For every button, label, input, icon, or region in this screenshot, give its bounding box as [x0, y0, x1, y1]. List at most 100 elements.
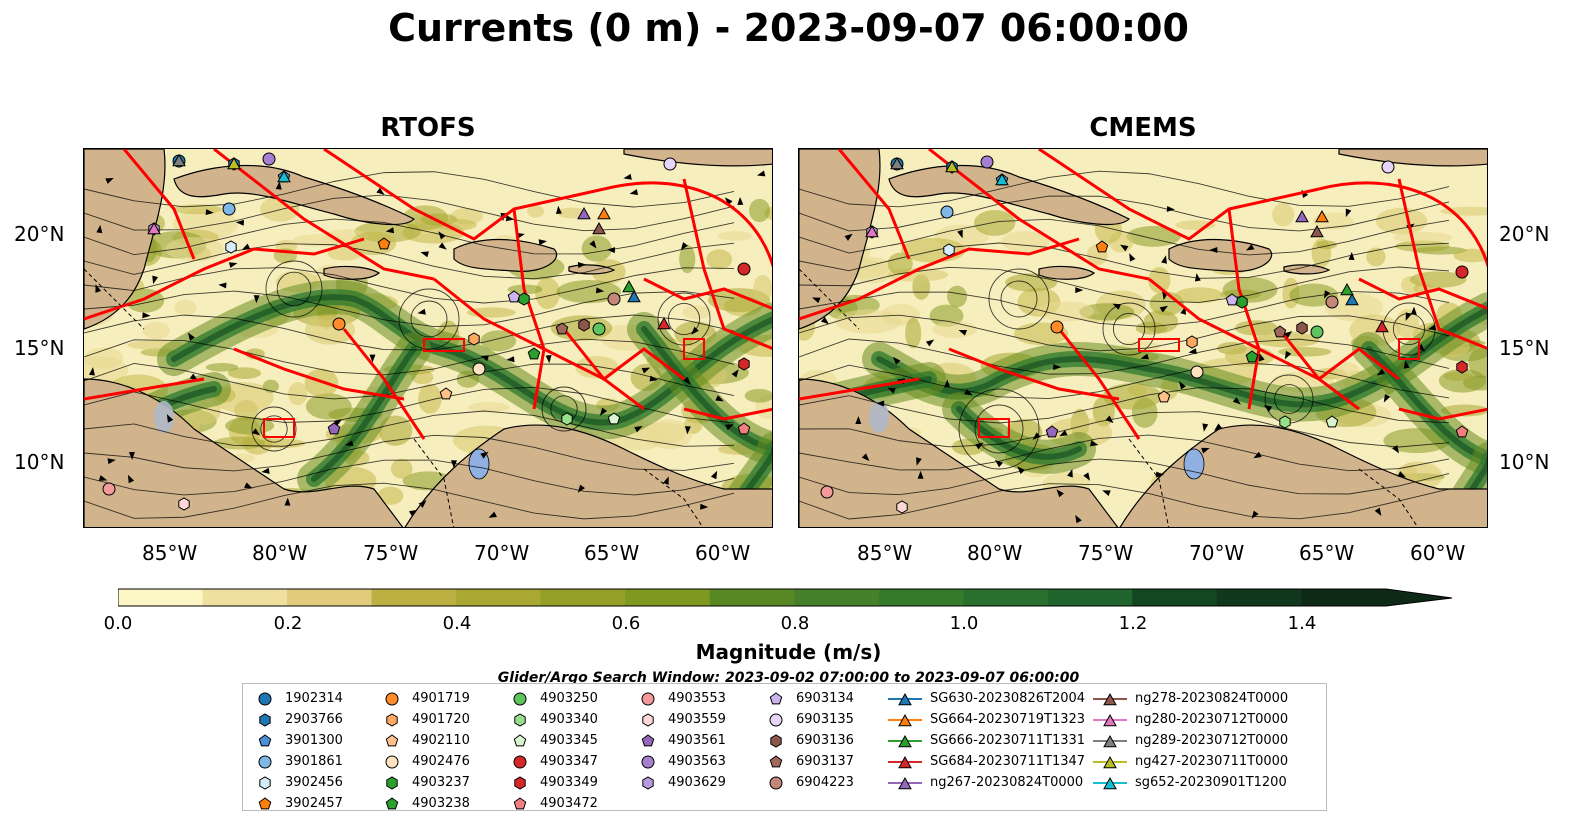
legend-item-label: SG666-20230711T1331 [930, 733, 1086, 748]
legend-item-label: 3901861 [285, 754, 343, 769]
legend-item: 4903237 [380, 772, 470, 793]
colorbar-tick-7: 1.4 [1287, 613, 1317, 634]
map-rtofs [83, 148, 773, 528]
colorbar-label: Magnitude (m/s) [695, 640, 882, 664]
lon-label-70w-cmems: 70°W [1189, 541, 1245, 565]
map-marker-SG664-20230719T1323 [597, 206, 611, 220]
lon-label-60w-rtofs: 60°W [695, 541, 751, 565]
lon-label-65w-cmems: 65°W [1299, 541, 1355, 565]
map-marker-4903340 [561, 412, 573, 426]
legend-item-label: 4903472 [540, 796, 598, 811]
legend-item: 4903563 [636, 751, 726, 772]
legend-marker-icon [258, 733, 272, 746]
legend-item: 4901720 [380, 709, 470, 730]
legend-item: 4903345 [508, 730, 598, 751]
colorbar-gradient [117, 588, 1453, 607]
lon-label-80w-rtofs: 80°W [252, 541, 308, 565]
legend-column: ng278-20230824T0000 ng280-20230712T0000 ng… [1093, 688, 1288, 793]
legend-item-label: 4903629 [668, 775, 726, 790]
legend-marker-icon [1093, 776, 1127, 789]
map-marker-3902457 [1095, 240, 1109, 253]
map-rtofs-canvas [84, 149, 772, 527]
colorbar [117, 588, 1453, 612]
map-marker-4903349 [1456, 360, 1468, 374]
legend-item-label: ng427-20230711T0000 [1135, 754, 1289, 769]
colorbar-tick-0: 0.0 [103, 613, 133, 634]
legend-item: 4903553 [636, 688, 726, 709]
figure-title: Currents (0 m) - 2023-09-07 06:00:00 [388, 6, 1189, 50]
map-marker-4903347 [1455, 265, 1469, 279]
legend-item-label: 4903349 [540, 775, 598, 790]
legend-item: 6904223 [764, 772, 854, 793]
map-marker-SG630-20230826T2004 [627, 289, 641, 303]
map-marker-ng280-20230712T0000 [865, 224, 879, 238]
map-marker-4903345 [1325, 415, 1339, 428]
legend-marker-icon [769, 776, 783, 789]
legend-marker-icon [258, 692, 272, 705]
legend-item: 4903250 [508, 688, 598, 709]
legend-item: 4903559 [636, 709, 726, 730]
legend-item-label: 4903561 [668, 733, 726, 748]
legend-marker-icon [769, 754, 783, 767]
map-marker-SG684-20230711T1347 [1375, 319, 1389, 333]
map-marker-4902110 [1157, 390, 1171, 403]
legend-marker-icon [1093, 734, 1127, 747]
map-marker-4903472 [1455, 425, 1469, 438]
map-marker-ng280-20230712T0000 [147, 221, 161, 235]
lat-label-20n-right: 20°N [1499, 222, 1550, 246]
legend-item-label: 4903559 [668, 712, 726, 727]
legend-item-label: sg652-20230901T1200 [1135, 775, 1287, 790]
map-cmems [798, 148, 1488, 528]
map-marker-3901861 [940, 205, 954, 219]
map-marker-ng278-20230824T0000 [592, 221, 606, 235]
map-marker-6903136 [1296, 321, 1308, 335]
map-marker-4902476 [1190, 365, 1204, 379]
legend-item-label: 3901300 [285, 733, 343, 748]
legend-marker-icon [888, 692, 922, 705]
legend-item-label: 4903250 [540, 691, 598, 706]
legend-marker-icon [259, 712, 271, 727]
legend-item: 3902456 [253, 772, 343, 793]
legend-item: ng278-20230824T0000 [1093, 688, 1288, 709]
map-marker-4903561 [327, 422, 341, 435]
legend-item-label: 6903134 [796, 691, 854, 706]
map-marker-4903238 [1245, 350, 1259, 363]
map-marker-4903238 [527, 347, 541, 360]
legend-marker-icon [888, 776, 922, 789]
legend-item: 3901300 [253, 730, 343, 751]
map-marker-4901719 [332, 317, 346, 331]
legend-item: ng427-20230711T0000 [1093, 751, 1288, 772]
legend-marker-icon [513, 692, 527, 705]
legend-item: 3902457 [253, 793, 343, 814]
map-marker-sg652-20230901T1200 [277, 169, 291, 183]
legend-item-label: SG684-20230711T1347 [930, 754, 1086, 769]
legend-item-label: 1902314 [285, 691, 343, 706]
legend-marker-icon [513, 755, 527, 768]
legend-item: ng267-20230824T0000 [888, 772, 1085, 793]
legend-item-label: SG630-20230826T2004 [930, 691, 1086, 706]
legend-marker-icon [888, 713, 922, 726]
legend-item: ng280-20230712T0000 [1093, 709, 1288, 730]
legend-item: 4902110 [380, 730, 470, 751]
map-marker-4903349 [738, 357, 750, 371]
lat-label-10n-right: 10°N [1499, 450, 1550, 474]
colorbar-tick-1: 0.2 [273, 613, 303, 634]
legend-item-label: 4903347 [540, 754, 598, 769]
legend-item-label: 3902457 [285, 796, 343, 811]
colorbar-tick-3: 0.6 [611, 613, 641, 634]
map-marker-4903559 [896, 500, 908, 514]
map-marker-ng267-20230824T0000 [577, 206, 591, 220]
lon-label-60w-cmems: 60°W [1410, 541, 1466, 565]
lon-label-75w-cmems: 75°W [1078, 541, 1134, 565]
legend-item: 4902476 [380, 751, 470, 772]
map-marker-4903250 [1310, 325, 1324, 339]
map-marker-4903347 [737, 262, 751, 276]
legend-marker-icon [1093, 692, 1127, 705]
map-marker-4903563 [262, 152, 276, 166]
legend-marker-icon [258, 755, 272, 768]
map-marker-ng278-20230824T0000 [1310, 224, 1324, 238]
legend-marker-icon [641, 692, 655, 705]
legend-marker-icon [514, 775, 526, 790]
lon-label-70w-rtofs: 70°W [474, 541, 530, 565]
legend-column: SG630-20230826T2004 SG664-20230719T1323 SG… [888, 688, 1085, 793]
